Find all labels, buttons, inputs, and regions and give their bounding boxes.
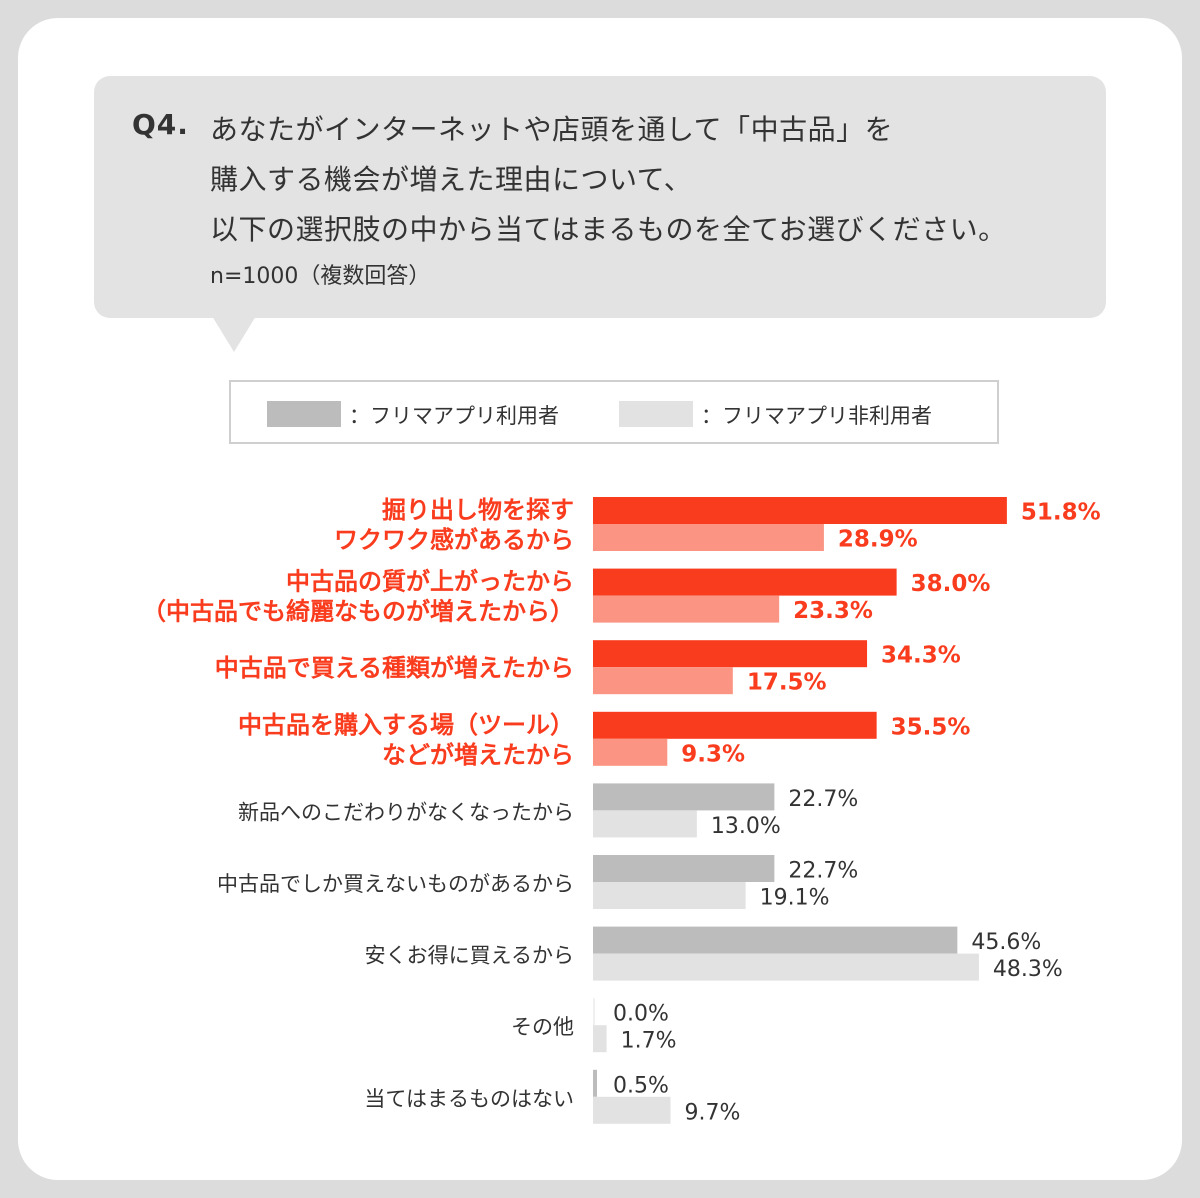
question-bubble-tail <box>212 316 256 352</box>
question-line-2: 購入する機会が増えた理由について、 <box>210 163 693 196</box>
legend-swatch-users <box>267 401 341 427</box>
category-label-3-1: などが増えたから <box>382 741 574 769</box>
bar-s1-7 <box>593 1025 607 1053</box>
category-label-5-0: 中古品でしか買えないものがあるから <box>217 872 574 896</box>
value-label-s0-3: 35.5% <box>891 714 971 740</box>
value-label-s1-5: 19.1% <box>760 886 830 911</box>
category-label-6-0: 安くお得に買えるから <box>365 944 574 968</box>
bar-s1-0 <box>593 524 824 551</box>
bar-s0-7 <box>593 998 595 1026</box>
category-label-4-0: 新品へのこだわりがなくなったから <box>238 800 574 824</box>
value-label-s1-3: 9.3% <box>681 741 745 767</box>
category-label-8-0: 当てはまるものはない <box>364 1087 574 1111</box>
bar-s0-5 <box>593 855 775 882</box>
category-label-1-1: （中古品でも綺麗なものが増えたから） <box>142 598 574 626</box>
bar-s0-8 <box>593 1069 597 1097</box>
value-label-s0-2: 34.3% <box>881 643 961 669</box>
category-label-0-0: 掘り出し物を探す <box>382 496 574 524</box>
value-label-s1-2: 17.5% <box>747 670 827 696</box>
bar-s0-4 <box>593 783 775 811</box>
legend-swatch-nonusers <box>619 401 693 427</box>
value-label-s0-7: 0.0% <box>613 1002 669 1027</box>
chart-legend: ：フリマアプリ利用者 ：フリマアプリ非利用者 <box>229 380 999 444</box>
legend-label-nonusers: ：フリマアプリ非利用者 <box>701 404 932 428</box>
legend-label-users: ：フリマアプリ利用者 <box>349 404 559 428</box>
category-label-0-1: ワクワク感があるから <box>334 526 574 554</box>
bar-s1-8 <box>593 1096 671 1124</box>
bar-s1-4 <box>593 810 697 838</box>
bar-s0-1 <box>593 568 897 596</box>
bar-s0-6 <box>593 926 958 954</box>
category-label-1-0: 中古品の質が上がったから <box>286 568 574 596</box>
question-number: Q4. <box>132 108 189 141</box>
bar-s1-1 <box>593 595 780 623</box>
value-label-s0-6: 45.6% <box>971 930 1041 955</box>
value-label-s1-0: 28.9% <box>838 527 918 553</box>
category-label-2-0: 中古品で買える種類が増えたから <box>215 654 574 682</box>
value-label-s1-8: 9.7% <box>685 1100 741 1125</box>
bar-s1-5 <box>593 882 746 909</box>
sample-note: n=1000（複数回答） <box>210 264 431 289</box>
question-bubble <box>94 76 1106 318</box>
bar-s1-3 <box>593 738 668 766</box>
value-label-s0-4: 22.7% <box>788 787 858 812</box>
bar-s0-2 <box>593 640 868 668</box>
value-label-s1-7: 1.7% <box>621 1029 677 1054</box>
bar-s1-2 <box>593 667 733 695</box>
value-label-s0-0: 51.8% <box>1021 500 1101 526</box>
question-line-3: 以下の選択肢の中から当てはまるものを全てお選びください。 <box>210 213 1007 246</box>
value-label-s1-1: 23.3% <box>793 598 873 624</box>
bar-s0-0 <box>593 497 1007 524</box>
value-label-s1-6: 48.3% <box>993 957 1063 982</box>
category-label-7-0: その他 <box>511 1015 574 1039</box>
category-label-3-0: 中古品を購入する場（ツール） <box>238 711 574 739</box>
value-label-s1-4: 13.0% <box>711 814 781 839</box>
bar-s0-3 <box>593 711 877 739</box>
question-line-1: あなたがインターネットや店頭を通して「中古品」を <box>210 113 894 146</box>
value-label-s0-1: 38.0% <box>911 571 991 597</box>
value-label-s0-8: 0.5% <box>613 1073 669 1098</box>
bar-s1-6 <box>593 953 979 981</box>
value-label-s0-5: 22.7% <box>788 859 858 884</box>
